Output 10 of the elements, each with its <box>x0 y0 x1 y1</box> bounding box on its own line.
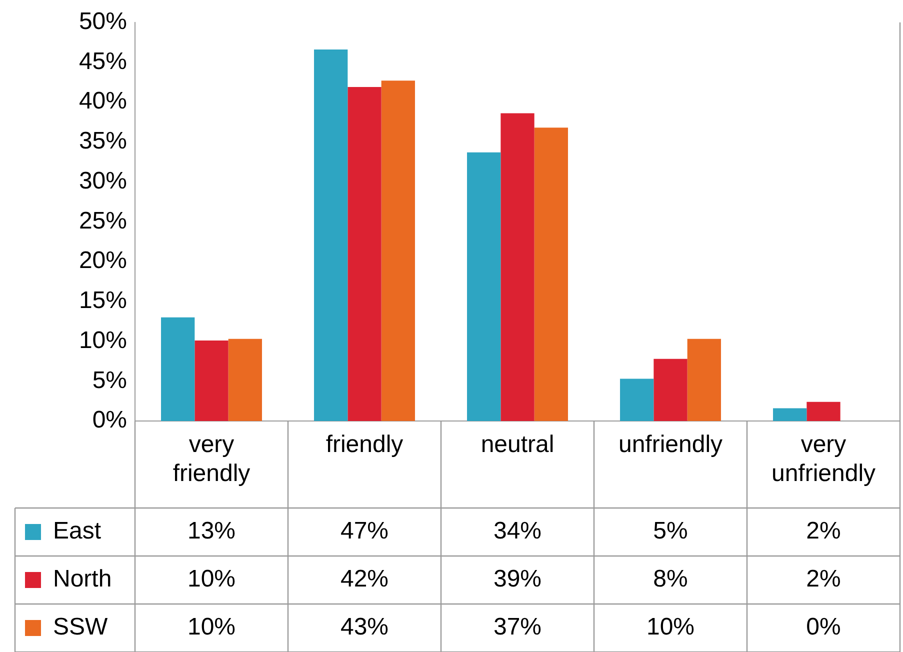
y-tick-label: 50% <box>78 8 127 36</box>
y-tick-label: 15% <box>78 287 127 314</box>
y-tick-label: 40% <box>78 88 127 115</box>
y-tick-label: 25% <box>78 207 127 234</box>
y-tick-label: 45% <box>78 48 127 75</box>
y-tick-label: 20% <box>78 247 127 274</box>
y-tick-label: 35% <box>78 128 127 155</box>
y-tick-label: 5% <box>92 366 127 394</box>
y-tick-label: 10% <box>78 326 127 354</box>
y-tick-label: 30% <box>78 167 127 194</box>
